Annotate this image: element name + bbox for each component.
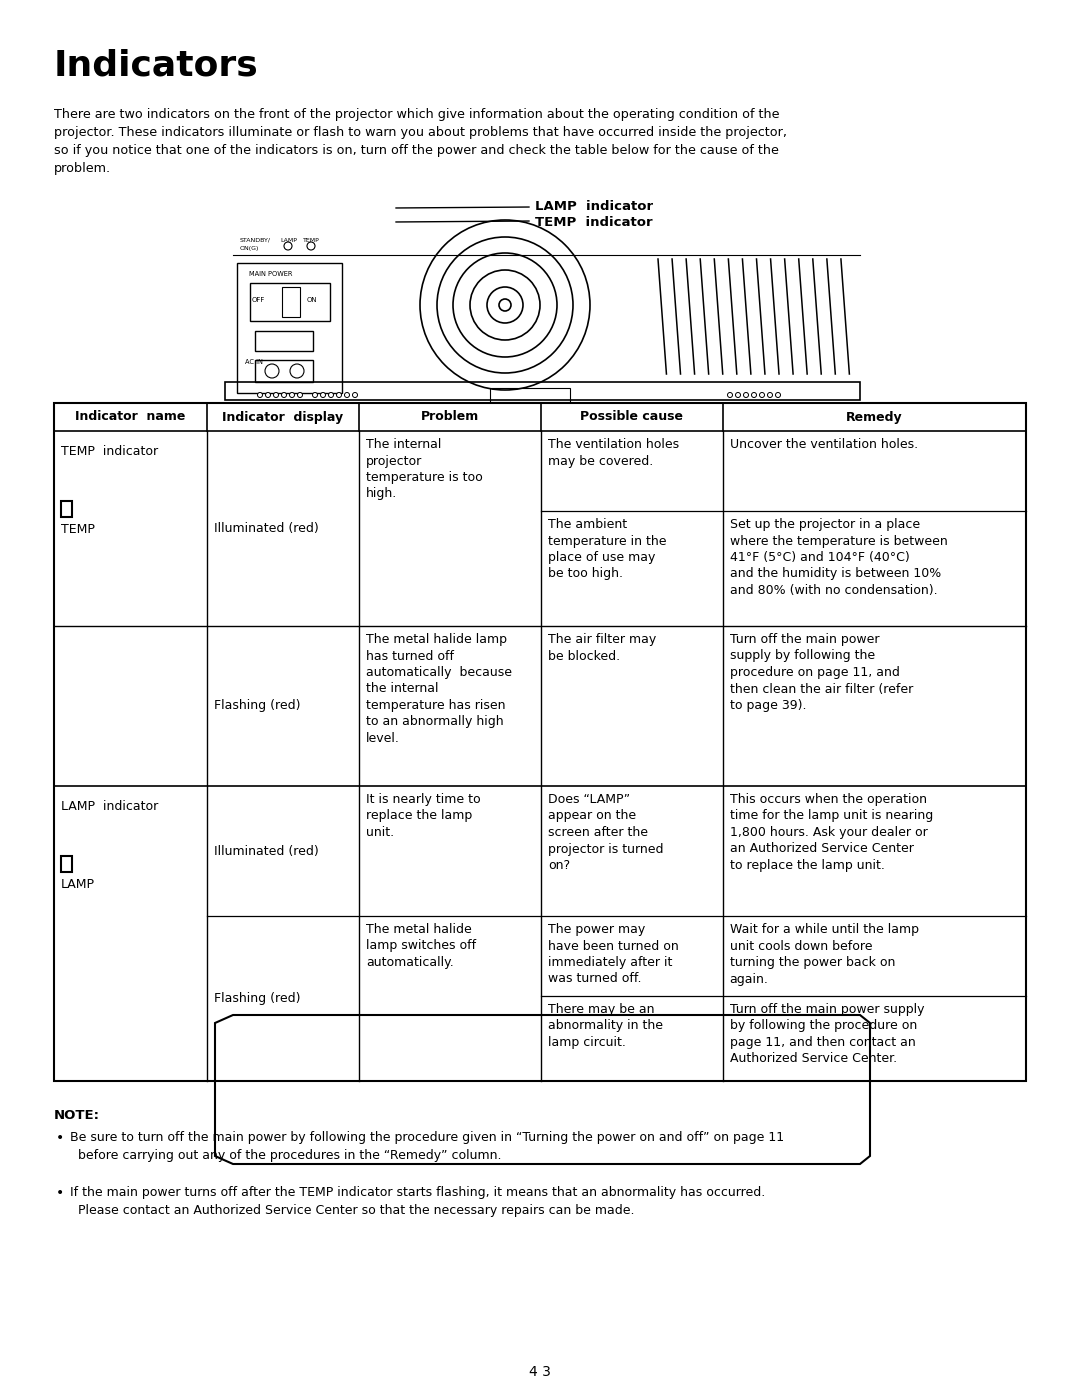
- Circle shape: [266, 393, 270, 398]
- Text: It is nearly time to
replace the lamp
unit.: It is nearly time to replace the lamp un…: [366, 793, 481, 840]
- Circle shape: [728, 393, 732, 398]
- Bar: [282, 286, 300, 317]
- Text: The air filter may
be blocked.: The air filter may be blocked.: [548, 633, 657, 662]
- Text: OFF: OFF: [252, 298, 266, 303]
- Bar: [54, 402, 1026, 1081]
- Text: There are two indicators on the front of the projector which give information ab: There are two indicators on the front of…: [54, 108, 787, 175]
- Circle shape: [257, 393, 262, 398]
- Text: Turn off the main power supply
by following the procedure on
page 11, and then c: Turn off the main power supply by follow…: [730, 1003, 924, 1066]
- Text: The metal halide
lamp switches off
automatically.: The metal halide lamp switches off autom…: [366, 923, 476, 970]
- Text: There may be an
abnormality in the
lamp circuit.: There may be an abnormality in the lamp …: [548, 1003, 663, 1049]
- Bar: [60, 856, 72, 872]
- Bar: [490, 388, 570, 402]
- Text: LAMP: LAMP: [60, 877, 95, 891]
- Text: The internal
projector
temperature is too
high.: The internal projector temperature is to…: [366, 439, 483, 500]
- Circle shape: [297, 393, 302, 398]
- Text: STANDBY/: STANDBY/: [240, 237, 271, 243]
- Text: LAMP  indicator: LAMP indicator: [60, 800, 159, 813]
- Text: LAMP  indicator: LAMP indicator: [535, 200, 653, 212]
- Text: TEMP  indicator: TEMP indicator: [60, 446, 158, 458]
- Circle shape: [752, 393, 756, 398]
- Text: The ambient
temperature in the
place of use may
be too high.: The ambient temperature in the place of …: [548, 518, 666, 581]
- Circle shape: [345, 393, 350, 398]
- Text: Flashing (red): Flashing (red): [214, 992, 300, 1004]
- Text: Wait for a while until the lamp
unit cools down before
turning the power back on: Wait for a while until the lamp unit coo…: [730, 923, 919, 985]
- Circle shape: [743, 393, 748, 398]
- Text: 4 3: 4 3: [529, 1365, 551, 1379]
- Text: LAMP: LAMP: [280, 237, 297, 243]
- Circle shape: [768, 393, 772, 398]
- Circle shape: [312, 393, 318, 398]
- Circle shape: [775, 393, 781, 398]
- Text: Indicators: Indicators: [54, 47, 259, 82]
- Text: TEMP  indicator: TEMP indicator: [535, 217, 652, 229]
- Text: NOTE:: NOTE:: [54, 1109, 100, 1122]
- Text: ON: ON: [307, 298, 318, 303]
- Bar: [255, 360, 313, 381]
- Text: Does “LAMP”
appear on the
screen after the
projector is turned
on?: Does “LAMP” appear on the screen after t…: [548, 793, 663, 872]
- Circle shape: [321, 393, 325, 398]
- Text: Possible cause: Possible cause: [580, 411, 684, 423]
- Text: •: •: [56, 1186, 64, 1200]
- Circle shape: [735, 393, 741, 398]
- Text: Remedy: Remedy: [846, 411, 903, 423]
- Text: If the main power turns off after the TEMP indicator starts flashing, it means t: If the main power turns off after the TE…: [70, 1186, 766, 1217]
- Circle shape: [289, 393, 295, 398]
- Text: The ventilation holes
may be covered.: The ventilation holes may be covered.: [548, 439, 679, 468]
- Text: Turn off the main power
supply by following the
procedure on page 11, and
then c: Turn off the main power supply by follow…: [730, 633, 913, 712]
- Text: Indicator  name: Indicator name: [76, 411, 186, 423]
- Text: TEMP: TEMP: [60, 522, 95, 536]
- Circle shape: [328, 393, 334, 398]
- Bar: [225, 381, 860, 400]
- Text: Set up the projector in a place
where the temperature is between
41°F (5°C) and : Set up the projector in a place where th…: [730, 518, 947, 597]
- Bar: [237, 263, 342, 393]
- Text: Problem: Problem: [421, 411, 480, 423]
- Circle shape: [352, 393, 357, 398]
- Bar: [60, 502, 72, 517]
- Text: Illuminated (red): Illuminated (red): [214, 845, 319, 858]
- Bar: [249, 284, 330, 321]
- Text: Indicator  display: Indicator display: [222, 411, 343, 423]
- Bar: [255, 331, 313, 351]
- Circle shape: [759, 393, 765, 398]
- Circle shape: [282, 393, 286, 398]
- Text: Be sure to turn off the main power by following the procedure given in “Turning : Be sure to turn off the main power by fo…: [70, 1132, 784, 1162]
- Circle shape: [337, 393, 341, 398]
- Text: This occurs when the operation
time for the lamp unit is nearing
1,800 hours. As: This occurs when the operation time for …: [730, 793, 933, 872]
- Text: Flashing (red): Flashing (red): [214, 700, 300, 712]
- Text: MAIN POWER: MAIN POWER: [249, 271, 293, 277]
- Text: AC IN: AC IN: [245, 359, 262, 365]
- Text: Illuminated (red): Illuminated (red): [214, 522, 319, 535]
- Text: •: •: [56, 1132, 64, 1146]
- Text: ON(G): ON(G): [240, 246, 259, 251]
- Text: TEMP: TEMP: [303, 237, 320, 243]
- Text: The metal halide lamp
has turned off
automatically  because
the internal
tempera: The metal halide lamp has turned off aut…: [366, 633, 512, 745]
- Circle shape: [273, 393, 279, 398]
- Text: The power may
have been turned on
immediately after it
was turned off.: The power may have been turned on immedi…: [548, 923, 678, 985]
- Text: Uncover the ventilation holes.: Uncover the ventilation holes.: [730, 439, 918, 451]
